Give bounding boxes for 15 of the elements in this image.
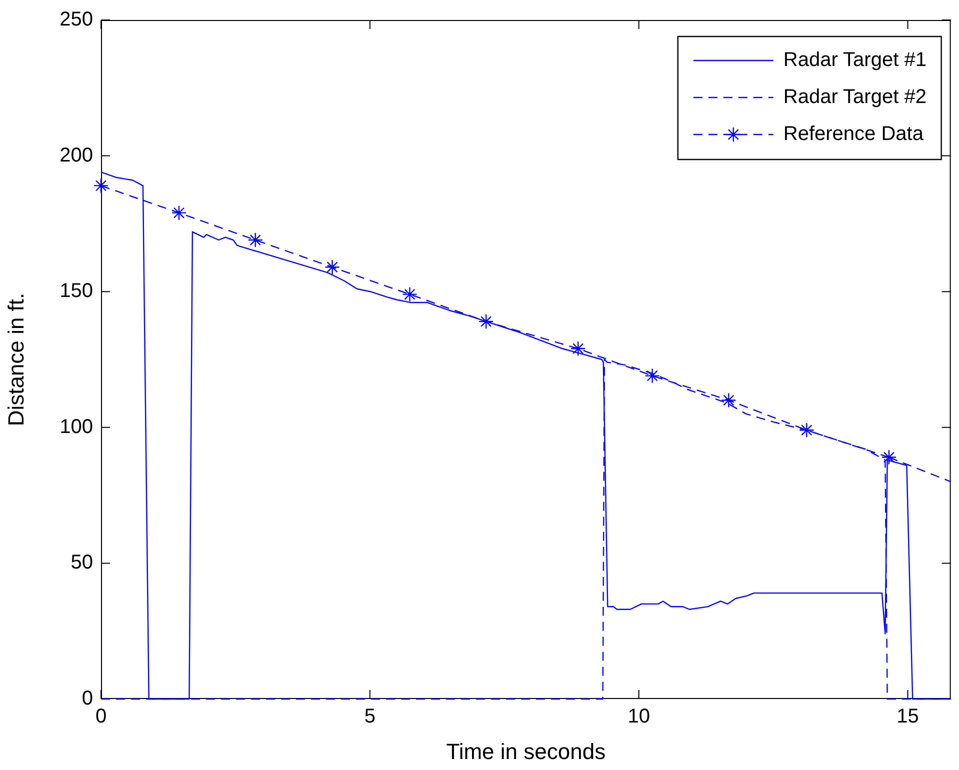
x-tick-label: 0 (95, 706, 107, 728)
legend-label: Radar Target #1 (783, 49, 926, 72)
legend-label: Reference Data (783, 123, 924, 146)
legend-label: Radar Target #2 (783, 86, 926, 108)
y-tick-label: 50 (70, 552, 93, 574)
y-tick-label: 150 (60, 280, 93, 302)
y-tick-label: 0 (82, 688, 93, 710)
y-tick-label: 100 (60, 416, 93, 438)
y-axis-title: Distance in ft. (3, 292, 28, 426)
x-tick-label: 5 (364, 706, 376, 728)
y-tick-label: 250 (60, 8, 93, 31)
x-tick-label: 10 (628, 706, 650, 728)
x-tick-label: 15 (896, 706, 919, 728)
y-tick-label: 200 (60, 144, 93, 166)
x-axis-title: Time in seconds (446, 738, 606, 764)
